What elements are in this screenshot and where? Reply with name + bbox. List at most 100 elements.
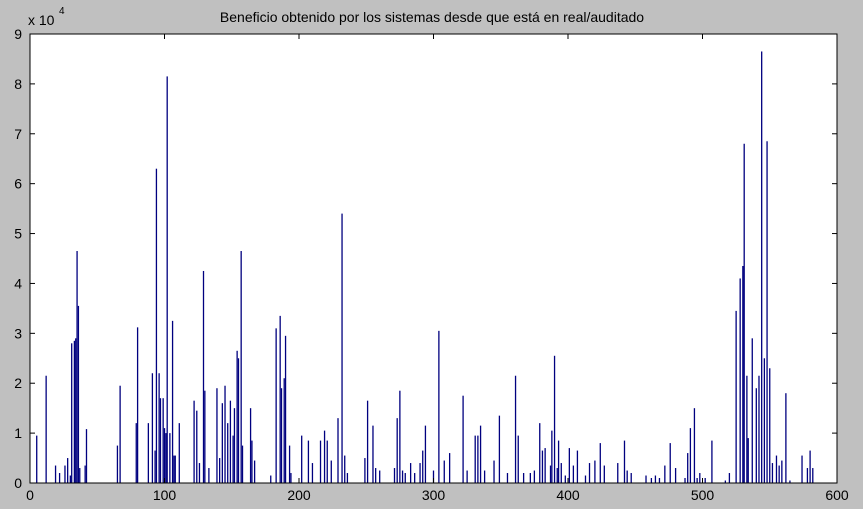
bar — [251, 440, 253, 483]
bar — [165, 433, 167, 483]
bar — [506, 473, 509, 483]
bar — [747, 438, 749, 483]
bar — [514, 375, 517, 483]
y-tick-label: 4 — [14, 275, 22, 291]
bar — [77, 305, 80, 483]
bar — [414, 473, 416, 483]
bar — [364, 458, 366, 483]
bar — [560, 463, 562, 483]
bar — [584, 475, 587, 483]
y-tick-label: 1 — [14, 425, 22, 441]
bar — [689, 428, 692, 483]
bar — [576, 450, 579, 483]
bar — [399, 390, 401, 483]
bar — [135, 423, 137, 483]
bar — [198, 463, 201, 483]
bar — [227, 423, 229, 483]
bar — [422, 450, 424, 483]
bar — [769, 368, 771, 483]
bar — [409, 463, 412, 483]
bar — [711, 440, 713, 483]
bar — [346, 473, 349, 483]
bar — [751, 338, 753, 483]
bar — [785, 393, 787, 483]
bar — [477, 435, 479, 483]
bar — [366, 400, 369, 483]
x-tick-label: 500 — [691, 487, 715, 503]
bar — [202, 270, 205, 483]
bar — [323, 430, 326, 483]
bar — [54, 465, 57, 483]
bar — [73, 340, 76, 483]
bar — [696, 478, 698, 483]
bar — [344, 455, 346, 483]
bar — [789, 480, 791, 483]
bar — [771, 463, 774, 483]
bar — [337, 418, 339, 483]
y-tick-label: 2 — [14, 375, 22, 391]
bar — [169, 433, 171, 483]
x-tick-label: 300 — [422, 487, 446, 503]
bar — [539, 423, 541, 483]
bar — [159, 398, 162, 483]
bar — [684, 478, 686, 483]
bar — [288, 445, 291, 483]
bar — [568, 448, 570, 483]
bar — [76, 251, 78, 483]
bar — [626, 470, 628, 483]
bar — [462, 395, 464, 483]
bar — [432, 470, 435, 483]
bar — [236, 350, 238, 483]
bar — [249, 408, 252, 483]
bar — [724, 480, 727, 483]
bar — [522, 473, 525, 483]
bar — [379, 470, 381, 483]
bar — [778, 465, 780, 483]
bar — [557, 440, 560, 483]
x-tick-label: 100 — [153, 487, 177, 503]
y-tick-label: 6 — [14, 176, 22, 192]
bar — [761, 51, 763, 483]
bar — [617, 463, 619, 483]
bar — [755, 388, 757, 483]
plot-area — [29, 33, 838, 484]
bar — [654, 475, 657, 483]
y-tick-label: 5 — [14, 226, 22, 242]
bar — [147, 423, 150, 483]
bar — [556, 468, 558, 483]
bar — [650, 478, 653, 483]
bar — [116, 445, 119, 483]
bar — [193, 400, 195, 483]
bar — [393, 468, 396, 483]
bar — [208, 468, 210, 483]
bar — [237, 358, 240, 483]
x-tick-label: 400 — [556, 487, 580, 503]
bar — [136, 327, 139, 483]
bar — [233, 408, 236, 483]
bar — [341, 213, 343, 483]
bar — [218, 458, 221, 483]
y-multiplier-exponent: 4 — [59, 6, 65, 17]
bar — [163, 428, 166, 483]
bar — [36, 435, 38, 483]
bar — [151, 373, 154, 483]
bar — [154, 450, 156, 483]
bar — [687, 453, 689, 483]
bar — [735, 310, 737, 483]
bar — [739, 278, 741, 483]
bar — [196, 410, 198, 483]
bar — [224, 385, 226, 483]
bar — [517, 435, 519, 483]
bar — [438, 330, 440, 483]
bar — [301, 435, 303, 483]
bar — [319, 440, 322, 483]
bar — [401, 470, 404, 483]
bar — [240, 251, 242, 483]
bar — [283, 378, 285, 483]
y-tick-label: 0 — [14, 475, 22, 491]
bar — [330, 460, 332, 483]
bar — [241, 445, 244, 483]
bar — [221, 403, 223, 483]
bar — [742, 265, 744, 483]
bar — [541, 450, 544, 483]
